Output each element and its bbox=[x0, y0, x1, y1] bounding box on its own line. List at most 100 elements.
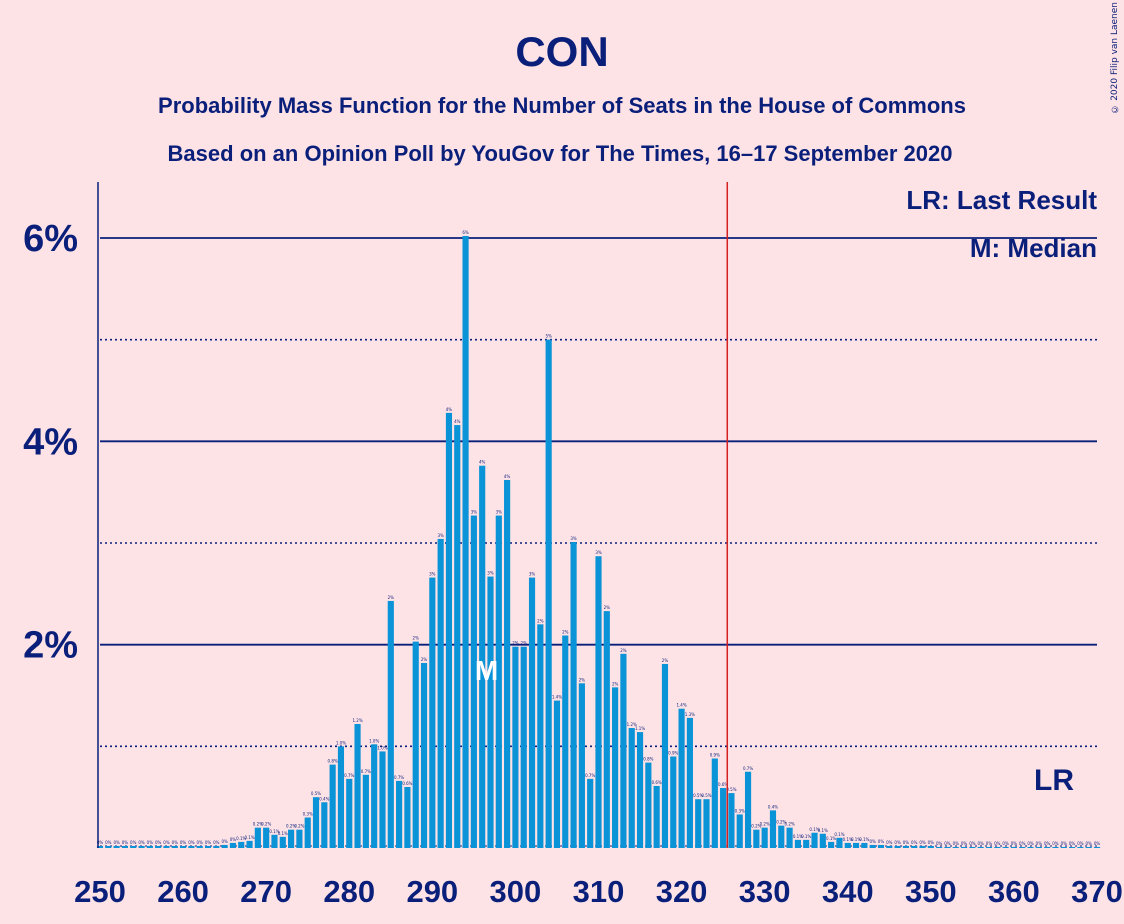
bar-label-317: 0.6% bbox=[652, 780, 662, 785]
bar-label-284: 1.0% bbox=[377, 745, 387, 750]
bar-label-336: 0.1% bbox=[809, 827, 819, 832]
bar-label-338: 0.1% bbox=[826, 836, 836, 841]
copyright-credit: © 2020 Filip van Laenen bbox=[1110, 2, 1120, 114]
bar-323 bbox=[703, 799, 710, 848]
y-tick-label-2: 6% bbox=[23, 218, 78, 260]
bar-290 bbox=[429, 577, 436, 848]
bar-label-315: 1.1% bbox=[635, 726, 645, 731]
bar-334 bbox=[794, 839, 801, 848]
bar-label-362: 0% bbox=[1027, 841, 1034, 846]
bar-label-329: 0.2% bbox=[751, 824, 761, 829]
x-tick-label-6: 310 bbox=[573, 874, 625, 909]
bar-274 bbox=[296, 829, 303, 848]
bar-label-287: 0.6% bbox=[402, 781, 412, 786]
bar-label-312: 2% bbox=[612, 681, 619, 686]
bar-label-265: 0% bbox=[221, 839, 228, 844]
bar-label-277: 0.4% bbox=[319, 796, 329, 801]
bar-275 bbox=[304, 817, 311, 848]
median-marker: M bbox=[475, 655, 498, 686]
bar-267 bbox=[238, 841, 245, 848]
bar-label-365: 0% bbox=[1052, 841, 1059, 846]
bar-label-356: 0% bbox=[978, 841, 985, 846]
x-tick-label-0: 250 bbox=[74, 874, 126, 909]
bar-325 bbox=[720, 788, 727, 848]
bar-297 bbox=[487, 576, 494, 848]
bar-label-331: 0.4% bbox=[768, 804, 778, 809]
bar-349 bbox=[919, 845, 926, 848]
bar-label-320: 1.4% bbox=[676, 703, 686, 708]
bar-label-314: 1.2% bbox=[627, 722, 637, 727]
bar-label-323: 0.5% bbox=[701, 793, 711, 798]
chart-subtitle-2: Based on an Opinion Poll by YouGov for T… bbox=[168, 141, 953, 166]
bar-329 bbox=[753, 829, 760, 848]
bar-295 bbox=[470, 515, 477, 848]
bars bbox=[96, 235, 1101, 849]
bar-312 bbox=[612, 687, 619, 848]
bar-label-302: 3% bbox=[529, 572, 536, 577]
bar-346 bbox=[894, 845, 901, 848]
y-tick-label-0: 2% bbox=[23, 625, 78, 667]
bar-label-368: 0% bbox=[1077, 841, 1084, 846]
bar-label-295: 3% bbox=[471, 510, 478, 515]
bar-293 bbox=[454, 425, 461, 848]
bar-label-349: 0% bbox=[919, 840, 926, 845]
bar-label-254: 0% bbox=[130, 840, 137, 845]
bar-259 bbox=[171, 845, 178, 848]
bar-366 bbox=[1060, 846, 1067, 848]
bar-label-344: 0% bbox=[878, 839, 885, 844]
bar-251 bbox=[105, 845, 112, 848]
bar-label-294: 6% bbox=[462, 230, 469, 235]
bar-label-270: 0.2% bbox=[261, 822, 271, 827]
bar-258 bbox=[163, 845, 170, 848]
bar-label-258: 0% bbox=[163, 840, 170, 845]
bar-label-358: 0% bbox=[994, 841, 1001, 846]
bar-280 bbox=[346, 778, 353, 848]
bar-label-253: 0% bbox=[122, 840, 129, 845]
bar-338 bbox=[828, 841, 835, 848]
bar-label-342: 0.1% bbox=[859, 837, 869, 842]
bar-label-359: 0% bbox=[1002, 841, 1009, 846]
bar-278 bbox=[329, 764, 336, 848]
bar-328 bbox=[744, 771, 752, 848]
bar-label-280: 0.7% bbox=[344, 773, 354, 778]
bar-label-276: 0.5% bbox=[311, 791, 321, 796]
bar-label-337: 0.1% bbox=[818, 828, 828, 833]
bar-label-261: 0% bbox=[188, 840, 195, 845]
bar-label-369: 0% bbox=[1086, 841, 1093, 846]
bar-318 bbox=[661, 663, 669, 848]
bar-label-269: 0.2% bbox=[253, 822, 263, 827]
bar-label-282: 0.7% bbox=[361, 769, 371, 774]
bar-360 bbox=[1010, 846, 1017, 848]
bar-316 bbox=[645, 762, 652, 848]
bar-label-257: 0% bbox=[155, 840, 162, 845]
x-tick-label-11: 360 bbox=[988, 874, 1040, 909]
bar-302 bbox=[528, 577, 536, 848]
bar-label-255: 0% bbox=[138, 840, 145, 845]
bar-label-290: 3% bbox=[429, 572, 436, 577]
bar-label-273: 0.2% bbox=[286, 824, 296, 829]
bar-label-289: 2% bbox=[421, 657, 428, 662]
bar-label-348: 0% bbox=[911, 840, 918, 845]
bar-253 bbox=[121, 845, 128, 848]
bar-341 bbox=[852, 842, 860, 848]
legend-median: M: Median bbox=[970, 233, 1097, 263]
bar-276 bbox=[312, 797, 320, 848]
bar-296 bbox=[479, 465, 486, 848]
bar-335 bbox=[803, 839, 810, 848]
x-tick-label-2: 270 bbox=[240, 874, 292, 909]
bar-262 bbox=[196, 845, 203, 848]
bar-331 bbox=[769, 810, 777, 848]
y-tick-labels: 2% 4% 6% bbox=[23, 218, 78, 667]
x-tick-label-10: 350 bbox=[905, 874, 957, 909]
bar-362 bbox=[1027, 846, 1034, 848]
bar-label-363: 0% bbox=[1036, 841, 1043, 846]
bar-350 bbox=[927, 845, 934, 848]
x-tick-label-8: 330 bbox=[739, 874, 791, 909]
bar-label-285: 2% bbox=[388, 595, 395, 600]
bar-369 bbox=[1085, 846, 1092, 848]
bar-301 bbox=[520, 646, 527, 848]
x-tick-label-4: 290 bbox=[406, 874, 458, 909]
bar-label-321: 1.3% bbox=[685, 712, 695, 717]
bar-label-322: 0.5% bbox=[693, 793, 703, 798]
